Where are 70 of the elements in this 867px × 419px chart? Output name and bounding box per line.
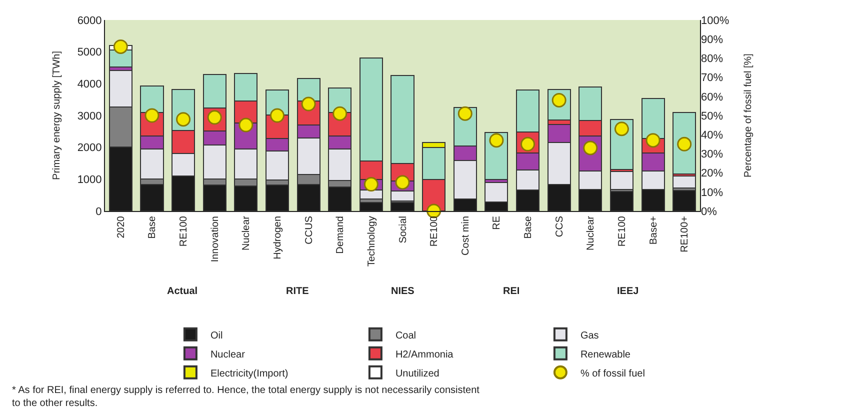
x-tick-label: Base+ — [648, 216, 660, 245]
legend-label: Electricity(Import) — [210, 368, 288, 380]
text: * As for REI, final energy supply is referred to. Hence, the total energy supply is not necessarily consistent to the other results. — [12, 385, 480, 409]
point — [332, 106, 348, 121]
y-tick-label: 6000 — [77, 14, 102, 27]
y2-tick-label: 10% — [701, 186, 724, 199]
x-tick-label: Cost min — [460, 216, 472, 256]
text: NIES — [391, 286, 415, 297]
point — [489, 133, 504, 148]
y2-tick-label: 70% — [701, 72, 724, 84]
text: IEEJ — [617, 286, 639, 297]
x-tick-label: CCS — [554, 216, 566, 238]
x-tick-label: RE100 — [178, 216, 190, 247]
y2-axis-title: Percentage of fossil fuel [%] — [742, 53, 754, 178]
x-tick-label: RE — [492, 216, 503, 230]
x-tick-label: RE100 — [429, 216, 440, 247]
y2-tick-label: 80% — [701, 53, 724, 66]
y-tick-label: 3000 — [77, 110, 102, 122]
x-tick-label: 2020 — [116, 216, 127, 238]
x-tick-label: Base — [147, 216, 158, 239]
point — [176, 112, 191, 127]
point — [677, 136, 692, 152]
x-tick-label: Demand — [335, 216, 346, 254]
y-tick-label: 2000 — [77, 142, 102, 154]
text: Actual — [167, 286, 198, 297]
y-tick-label: 1000 — [77, 174, 102, 186]
x-tick-label: RE100+ — [680, 216, 691, 252]
y2-tick-label: 0% — [701, 206, 718, 218]
x-tick-label: Base — [523, 216, 534, 239]
y2-tick-label: 100% — [701, 14, 730, 27]
y2-tick-label: 30% — [701, 148, 724, 161]
point — [646, 133, 660, 148]
y2-tick-label: 50% — [701, 110, 724, 122]
legend-label: % of fossil fuel — [580, 368, 645, 380]
y2-tick-label: 20% — [701, 168, 724, 180]
y-tick-label: 4000 — [77, 78, 102, 91]
legend-label: Gas — [580, 330, 599, 342]
legend-label: Coal — [395, 330, 416, 342]
legend-label: Renewable — [580, 349, 631, 360]
y2-tick-label: 90% — [701, 34, 724, 46]
point — [364, 177, 378, 192]
point — [395, 175, 410, 190]
x-tick-label: Hydrogen — [272, 216, 284, 260]
bar — [672, 175, 696, 188]
point — [614, 122, 629, 136]
x-tick-label: Technology — [366, 216, 378, 267]
point — [238, 118, 254, 132]
y2-tick-label: 60% — [701, 91, 724, 104]
y-tick-label: 0 — [96, 206, 102, 218]
text: RITE — [286, 286, 310, 297]
point — [270, 108, 284, 123]
text: REI — [503, 286, 520, 297]
legend-label: Nuclear — [210, 349, 246, 360]
bar — [610, 171, 634, 190]
y-axis-title: Primary energy supply [TWh] — [51, 50, 62, 180]
point — [113, 39, 128, 54]
point — [144, 108, 160, 123]
y-tick-label: 5000 — [77, 46, 102, 59]
x-tick-label: Social — [398, 216, 409, 244]
point — [301, 96, 316, 112]
x-tick-label: CCUS — [304, 216, 315, 244]
x-tick-label: RE100 — [616, 216, 628, 247]
legend-label: Unutilized — [395, 368, 440, 380]
legend-label: Oil — [210, 330, 223, 342]
y2-tick-label: 40% — [701, 129, 724, 142]
x-tick-label: Nuclear — [586, 215, 597, 250]
legend-label: H2/Ammonia — [395, 349, 454, 360]
x-tick-label: Innovation — [210, 216, 221, 262]
x-tick-label: Nuclear — [241, 215, 252, 250]
point — [458, 106, 472, 121]
